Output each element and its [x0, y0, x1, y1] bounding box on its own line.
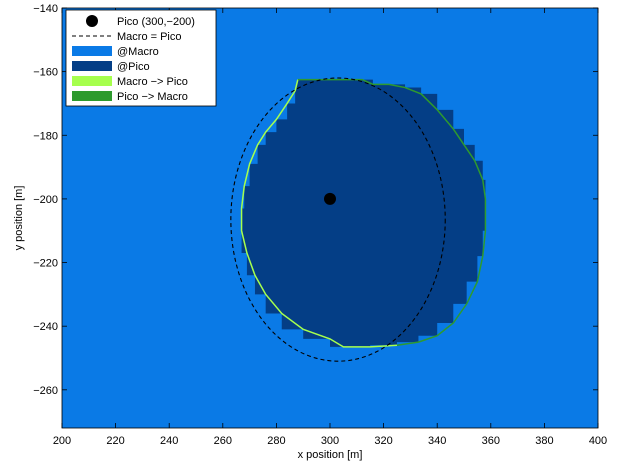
legend-label: Macro −> Pico — [117, 76, 188, 88]
legend-swatch-patch — [72, 76, 112, 86]
legend-swatch-patch — [72, 46, 112, 56]
x-tick-label: 400 — [589, 435, 607, 447]
legend-label: Macro = Pico — [117, 31, 182, 43]
legend-swatch-patch — [72, 61, 112, 71]
x-tick-label: 220 — [106, 435, 124, 447]
legend-swatch-patch — [72, 91, 112, 101]
y-tick-label: −160 — [33, 67, 58, 79]
legend: Pico (300,−200) Macro = Pico @Macro @Pico Ma… — [65, 9, 217, 107]
x-axis-label: x position [m] — [298, 449, 363, 461]
legend-label: @Macro — [117, 46, 159, 58]
y-tick-label: −180 — [33, 130, 58, 142]
legend-swatch-pico-marker — [86, 15, 98, 27]
legend-label: Pico (300,−200) — [117, 16, 195, 28]
x-tick-label: 320 — [374, 435, 392, 447]
macro-to-pico-handover-edge — [240, 79, 398, 348]
y-tick-label: −240 — [33, 321, 58, 333]
legend-label: @Pico — [117, 61, 150, 73]
x-tick-label: 340 — [428, 435, 446, 447]
pico-station-marker — [324, 192, 336, 205]
x-tick-label: 240 — [160, 435, 178, 447]
x-tick-label: 280 — [267, 435, 285, 447]
pico-to-macro-handover-edge — [297, 78, 487, 347]
x-axis: 200 220 240 260 280 300 320 340 360 380 400 — [53, 8, 607, 447]
y-tick-label: −140 — [33, 3, 58, 15]
x-tick-label: 360 — [482, 435, 500, 447]
pico-coverage-region — [241, 79, 486, 347]
y-tick-label: −200 — [33, 194, 58, 206]
y-axis: −140 −160 −180 −200 −220 −240 −260 — [33, 3, 598, 397]
y-axis-label: y position [m] — [13, 186, 25, 251]
y-tick-label: −220 — [33, 258, 58, 270]
x-tick-label: 300 — [321, 435, 339, 447]
x-tick-label: 380 — [535, 435, 553, 447]
legend-label: Pico −> Macro — [117, 91, 188, 103]
x-tick-label: 260 — [214, 435, 232, 447]
macro-equals-pico-contour — [230, 77, 446, 362]
y-tick-label: −260 — [33, 385, 58, 397]
x-tick-label: 200 — [53, 435, 71, 447]
